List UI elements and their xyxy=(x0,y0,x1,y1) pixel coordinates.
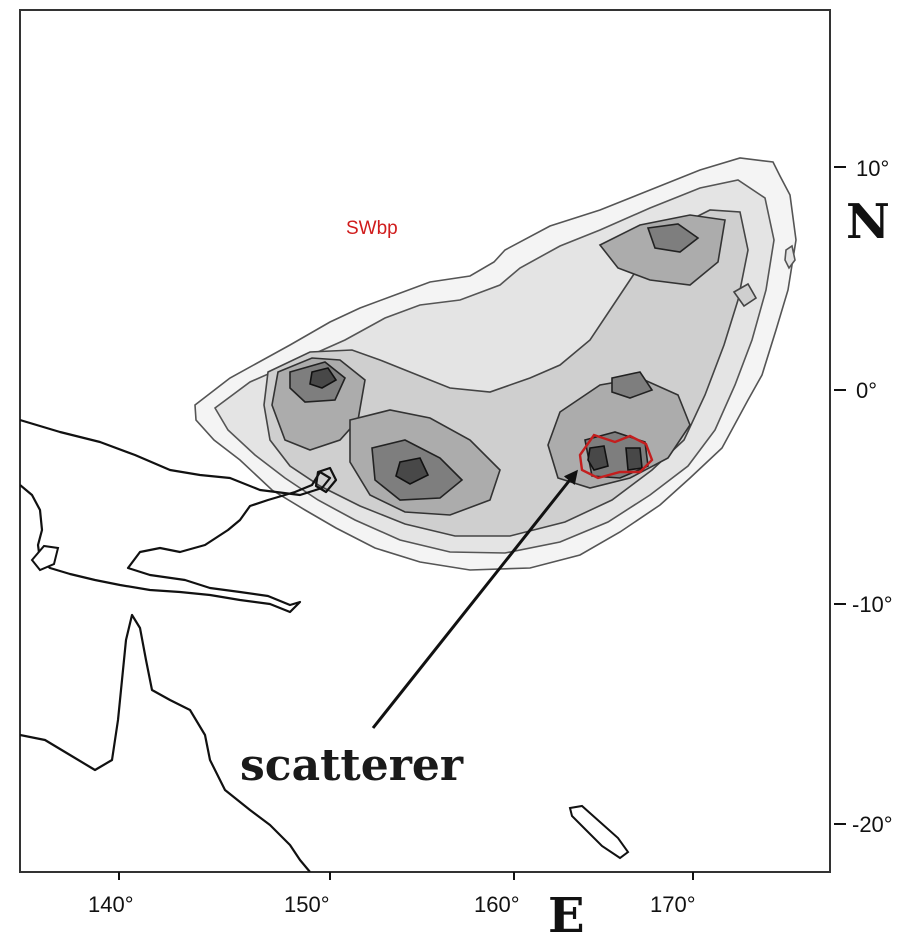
contour-level-5d xyxy=(646,223,700,253)
new-caledonia-island xyxy=(568,804,630,860)
new-britain-coast xyxy=(314,466,338,494)
x-tick-label: 140° xyxy=(88,892,134,917)
new-guinea-coastline xyxy=(20,418,332,614)
y-tick-label: -20° xyxy=(852,812,893,837)
contour-level-6c xyxy=(587,445,609,471)
contour-level-6b xyxy=(395,457,430,485)
coastlines xyxy=(20,418,630,872)
y-tick-label: -10° xyxy=(852,592,893,617)
scatterer-region-outline xyxy=(578,433,654,480)
x-tick-label: 160° xyxy=(474,892,520,917)
region-label-swbp: SWbp xyxy=(346,218,398,239)
contour-level-5e xyxy=(611,371,654,399)
y-axis-letter: N xyxy=(846,194,890,250)
x-tick-label: 170° xyxy=(650,892,696,917)
x-axis-letter: E xyxy=(548,888,585,937)
x-axis: 140° 150° 160° 170° E xyxy=(88,872,696,937)
australia-coastline xyxy=(20,613,311,872)
scatterer-arrow xyxy=(371,469,578,729)
small-contour-island-2 xyxy=(732,282,758,308)
scatterer-annotation: scatterer xyxy=(240,740,464,791)
y-axis: 10° 0° -10° -20° N xyxy=(834,156,893,837)
y-tick-label: 0° xyxy=(856,378,877,403)
small-contour-island xyxy=(784,244,796,270)
contour-level-6a xyxy=(309,367,338,389)
x-tick-label: 150° xyxy=(284,892,330,917)
contour-level-6d xyxy=(625,447,643,471)
southern-island xyxy=(30,544,60,572)
y-tick-label: 10° xyxy=(856,156,889,181)
